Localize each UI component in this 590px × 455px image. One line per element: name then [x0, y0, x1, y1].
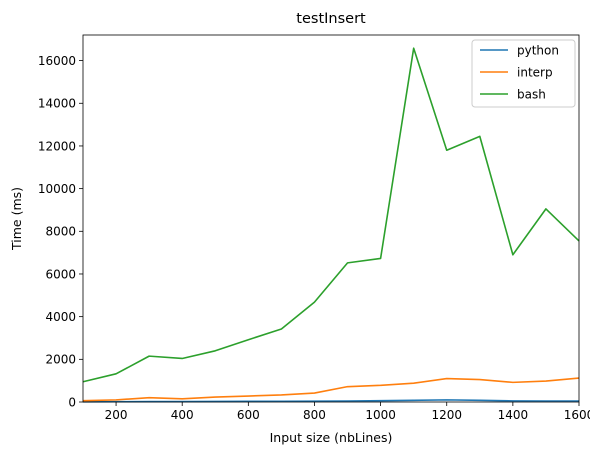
x-tick-label: 600: [237, 408, 260, 422]
y-tick-label: 4000: [45, 310, 76, 324]
legend-label-bash: bash: [517, 87, 546, 101]
y-tick-label: 14000: [38, 97, 76, 111]
x-tick-label: 1400: [498, 408, 529, 422]
y-tick-label: 8000: [45, 225, 76, 239]
chart-title: testInsert: [296, 11, 366, 27]
y-tick-label: 2000: [45, 353, 76, 367]
x-tick-label: 1200: [431, 408, 462, 422]
x-tick-label: 1600: [564, 408, 590, 422]
y-axis-label: Time (ms): [9, 187, 24, 251]
plot-area: [82, 47, 580, 403]
legend-label-interp: interp: [517, 65, 553, 79]
y-axis: 0 2000 4000 6000 8000 10000 12000 14000 16000: [38, 54, 83, 409]
y-tick-label: 16000: [38, 54, 76, 68]
x-axis: 200 400 600 800 1000 1200 1400 1600: [105, 402, 590, 422]
legend-label-python: python: [517, 43, 559, 57]
x-axis-label: Input size (nbLines): [270, 430, 393, 445]
legend-box: [471, 39, 576, 108]
x-tick-label: 400: [171, 408, 194, 422]
x-tick-label: 800: [303, 408, 326, 422]
y-tick-label: 0: [68, 395, 76, 409]
x-tick-label: 200: [105, 408, 128, 422]
x-tick-label: 1000: [365, 408, 396, 422]
series-line-interp: [82, 377, 580, 402]
y-tick-label: 10000: [38, 182, 76, 196]
y-tick-label: 12000: [38, 139, 76, 153]
legend: python interp bash: [471, 39, 576, 108]
plot-frame: [82, 34, 580, 403]
series-line-bash: [82, 47, 580, 383]
series-line-python: [82, 399, 579, 403]
y-tick-label: 6000: [45, 267, 76, 281]
